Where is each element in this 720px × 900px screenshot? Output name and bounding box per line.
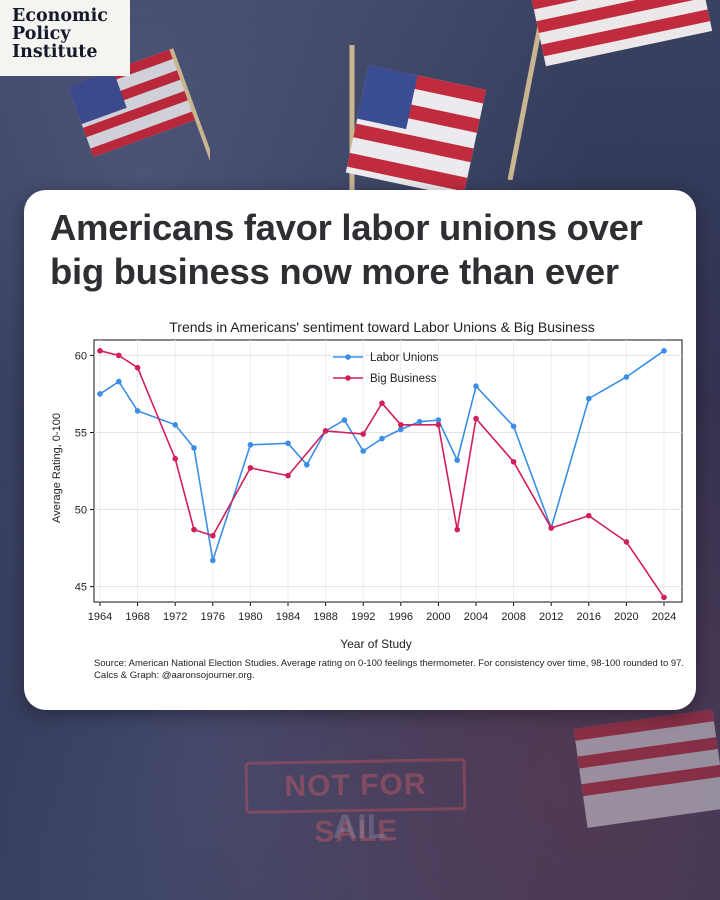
data-point: [510, 423, 517, 430]
protest-sign: NOT FOR SALE: [244, 758, 467, 849]
data-point: [586, 395, 592, 402]
data-point: [454, 457, 461, 464]
data-point: [210, 557, 216, 564]
data-point: [322, 428, 329, 434]
flag-icon: [345, 45, 487, 195]
data-point: [172, 455, 178, 462]
data-point: [134, 364, 141, 371]
x-tick-label: 1976: [201, 611, 225, 623]
headline-line: Americans favor labor unions over: [50, 207, 643, 248]
x-axis: 1964 1968 1972 1976 1980 1984 1988 1992 1996 2000…: [88, 602, 676, 623]
data-point: [586, 512, 592, 519]
data-point: [172, 422, 178, 428]
data-point: [473, 415, 479, 422]
page-title: Americans favor labor unions over big bu…: [50, 206, 680, 294]
flag-icon: [573, 709, 720, 828]
x-tick-label: 2012: [539, 611, 563, 623]
data-point: [661, 594, 667, 601]
data-point: [510, 459, 517, 465]
protest-sign-lower: AIL: [332, 808, 388, 846]
x-tick-label: 1996: [389, 611, 413, 623]
x-tick-label: 1988: [313, 611, 337, 623]
x-tick-label: 2000: [426, 611, 450, 623]
data-point: [134, 408, 141, 414]
data-point: [623, 539, 630, 545]
y-tick-label: 55: [75, 427, 87, 439]
flag-icon: [507, 0, 713, 180]
data-point: [379, 435, 385, 442]
data-point: [661, 348, 667, 354]
logo-line: Economic: [12, 6, 108, 26]
x-tick-label: 2020: [614, 611, 638, 623]
data-point: [285, 440, 291, 447]
data-point: [398, 422, 404, 428]
gridlines: [94, 340, 682, 602]
flag-icon: [67, 48, 210, 172]
x-tick-label: 1980: [238, 611, 262, 623]
x-tick-label: 2024: [652, 611, 676, 623]
y-tick-label: 45: [75, 582, 87, 594]
x-tick-label: 2008: [501, 611, 525, 623]
legend-label: Big Business: [370, 373, 437, 385]
data-point: [454, 526, 461, 533]
headline-line: big business now more than ever: [50, 251, 619, 292]
y-axis: 45 50 55 60: [75, 350, 94, 594]
data-point: [379, 400, 385, 406]
legend-marker: [345, 354, 351, 360]
y-axis-label: Average Rating, 0-100: [51, 413, 63, 523]
x-axis-label: Year of Study: [340, 637, 412, 651]
x-tick-label: 2004: [464, 611, 488, 623]
data-point: [398, 426, 404, 433]
y-tick-label: 50: [75, 505, 87, 517]
x-tick-label: 1968: [125, 611, 149, 623]
data-point: [435, 422, 442, 428]
data-point: [210, 532, 216, 539]
x-tick-label: 2016: [577, 611, 601, 623]
data-point: [247, 442, 254, 448]
x-tick-label: 1964: [88, 611, 112, 623]
chart-card: Americans favor labor unions over big bu…: [24, 190, 696, 710]
data-point: [191, 445, 197, 451]
plot-area: [93, 339, 683, 603]
credit-note: Calcs & Graph: @aaronsojourner.org.: [94, 670, 255, 681]
legend: Labor Unions Big Business: [333, 352, 439, 385]
data-point: [304, 462, 310, 468]
logo: Economic Policy Institute: [0, 0, 130, 76]
x-tick-label: 1972: [163, 611, 187, 623]
data-point: [97, 348, 103, 354]
logo-line: Policy: [12, 24, 71, 44]
series-big-business: [97, 348, 667, 601]
y-tick-label: 60: [75, 350, 87, 362]
legend-item: Big Business: [333, 373, 437, 385]
data-point: [435, 417, 442, 423]
data-point: [416, 418, 423, 425]
x-tick-label: 1984: [276, 611, 300, 623]
legend-marker: [345, 375, 351, 381]
data-point: [623, 374, 630, 380]
data-point: [341, 417, 348, 423]
line-chart: Trends in Americans' sentiment toward La…: [51, 319, 684, 681]
series-labor-unions: [97, 348, 667, 564]
legend-item: Labor Unions: [333, 352, 439, 364]
data-point: [285, 472, 291, 479]
data-point: [116, 378, 122, 385]
data-point: [473, 383, 479, 389]
data-point: [360, 431, 367, 437]
data-point: [116, 352, 122, 359]
chart-series: [97, 348, 667, 601]
legend-label: Labor Unions: [370, 352, 439, 364]
data-point: [247, 465, 254, 471]
logo-line: Institute: [12, 42, 98, 62]
chart-title: Trends in Americans' sentiment toward La…: [169, 319, 594, 335]
data-point: [191, 526, 197, 533]
data-point: [97, 391, 103, 397]
source-note: Source: American National Election Studi…: [94, 658, 684, 669]
data-point: [360, 448, 367, 454]
series-line: [99, 350, 665, 598]
data-point: [548, 525, 554, 531]
x-tick-label: 1992: [351, 611, 375, 623]
